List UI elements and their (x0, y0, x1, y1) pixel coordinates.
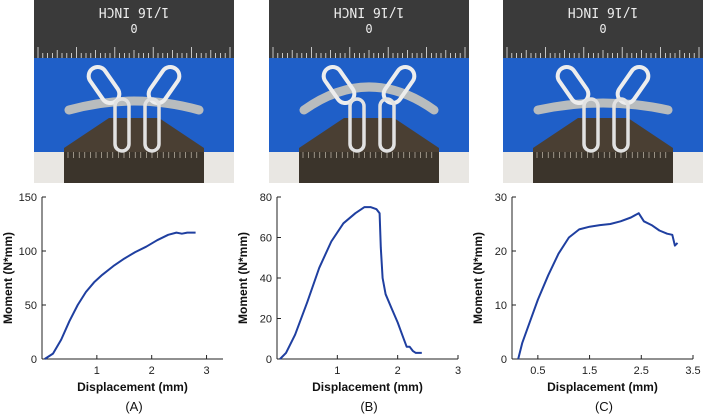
y-tick-label: 50 (25, 300, 37, 312)
y-axis-label: Moment (N*mm) (471, 232, 485, 324)
bent-specimen (533, 98, 673, 115)
y-tick-label: 0 (501, 354, 507, 366)
fixture-base (533, 152, 673, 183)
chart-svg: 0 10 20 30 0.5 1.5 2.5 3.5 Displacement (mm) Mome… (471, 192, 701, 394)
y-tick-label: 0 (266, 354, 272, 366)
x-tick-label: 3 (203, 365, 209, 377)
y-axis-label: Moment (N*mm) (236, 232, 250, 324)
y-tick-label: 20 (260, 314, 272, 326)
photo-svg: 1/16 INCH 0 (34, 0, 234, 183)
ruler-text: 1/16 INCH (334, 4, 404, 19)
upper-link (146, 64, 182, 106)
upper-link (615, 64, 651, 106)
y-tick-label: 20 (495, 246, 507, 258)
x-tick-label: 1 (334, 365, 340, 377)
chart-panel-b: 0 20 40 60 80 1 2 3 Displacement (mm) Moment (N*m… (235, 185, 470, 395)
panel-label-b: (B) (360, 399, 378, 414)
y-tick-label: 80 (260, 192, 272, 204)
x-tick-label: 2 (149, 365, 155, 377)
support-link (348, 97, 366, 153)
y-tick-label: 40 (260, 273, 272, 285)
x-axis-label: Displacement (mm) (547, 380, 658, 394)
series-line (517, 212, 679, 360)
photo-panel-c: 1/16 INCH 0 (503, 0, 703, 183)
x-tick-label: 3 (455, 365, 461, 377)
photo-panel-a: 1/16 INCH 0 (34, 0, 234, 183)
photo-panel-b: 1/16 INCH 0 (269, 0, 469, 183)
y-tick-label: 60 (260, 233, 272, 245)
series-line (279, 206, 422, 360)
x-tick-label: 1.5 (582, 365, 597, 377)
y-axis-label: Moment (N*mm) (1, 232, 15, 324)
ruler (503, 0, 703, 58)
plot-area: 0 10 20 30 0.5 1.5 2.5 3.5 Displacement (mm) Mome… (471, 192, 701, 394)
bent-specimen (64, 96, 204, 115)
panel-label-a: (A) (125, 399, 143, 414)
plot-area: 0 50 100 150 1 2 3 Displacement (mm) Moment (N*m… (1, 192, 223, 394)
photo-svg: 1/16 INCH 0 (503, 0, 703, 183)
upper-link (381, 64, 417, 106)
support-link (612, 97, 630, 153)
ruler (34, 0, 234, 58)
y-tick-label: 30 (495, 192, 507, 204)
fixture-base (299, 152, 439, 183)
photo-svg: 1/16 INCH 0 (269, 0, 469, 183)
ruler (269, 0, 469, 58)
x-tick-label: 0.5 (530, 365, 545, 377)
x-axis-label: Displacement (mm) (77, 380, 188, 394)
chart-panel-c: 0 10 20 30 0.5 1.5 2.5 3.5 Displacement (mm) Mome… (470, 185, 705, 395)
x-axis-label: Displacement (mm) (312, 380, 423, 394)
support-link (378, 97, 396, 153)
x-tick-label: 3.5 (685, 365, 700, 377)
series-line (44, 231, 196, 360)
chart-svg: 0 20 40 60 80 1 2 3 Displacement (mm) Moment (N*m… (236, 192, 461, 394)
y-tick-label: 100 (19, 246, 37, 258)
y-tick-label: 0 (31, 354, 37, 366)
support-link (582, 97, 600, 153)
x-tick-label: 2.5 (634, 365, 649, 377)
y-tick-label: 150 (19, 192, 37, 204)
ruler-zero-label: 0 (365, 21, 372, 35)
plot-area: 0 20 40 60 80 1 2 3 Displacement (mm) Moment (N*m… (236, 192, 461, 394)
ruler-text: 1/16 INCH (99, 4, 169, 19)
x-tick-label: 2 (395, 365, 401, 377)
chart-svg: 0 50 100 150 1 2 3 Displacement (mm) Moment (N*m… (1, 192, 223, 394)
fixture-base (64, 152, 204, 183)
support-link (143, 97, 161, 153)
support-link (113, 97, 131, 153)
bent-specimen (299, 82, 439, 115)
panel-label-c: (C) (594, 399, 614, 414)
x-tick-label: 1 (94, 365, 100, 377)
ruler-zero-label: 0 (599, 21, 606, 35)
chart-panel-a: 0 50 100 150 1 2 3 Displacement (mm) Moment (N*m… (0, 185, 235, 395)
ruler-zero-label: 0 (130, 21, 137, 35)
ruler-text: 1/16 INCH (568, 4, 638, 19)
y-tick-label: 10 (495, 300, 507, 312)
